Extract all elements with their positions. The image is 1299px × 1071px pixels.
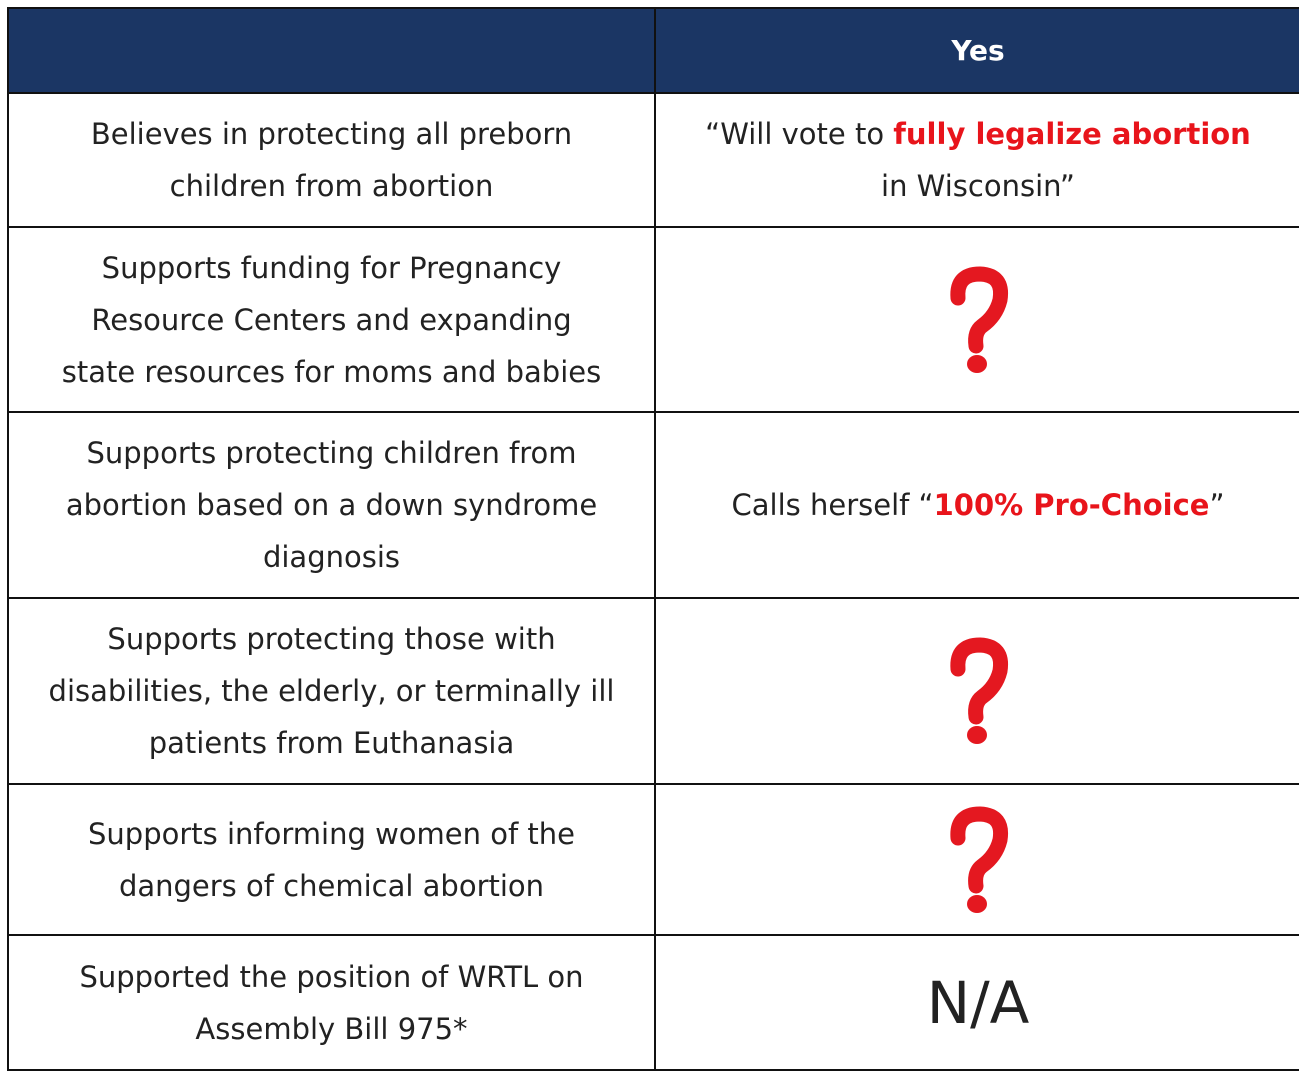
criterion-cell: Supports protecting those with disabiliti… bbox=[7, 597, 656, 785]
answer-text: N/A bbox=[926, 968, 1030, 1037]
criterion-cell: Supports funding for Pregnancy Resource C… bbox=[7, 226, 656, 413]
header-text: Yes bbox=[951, 33, 1005, 67]
criterion-cell: Believes in protecting all preborn childr… bbox=[7, 92, 656, 228]
answer-cell bbox=[654, 783, 1299, 936]
criterion-line: Resource Centers and expanding bbox=[91, 302, 572, 337]
criterion-line: diagnosis bbox=[262, 540, 401, 574]
answer-emphasis: fully legalize abortion bbox=[893, 117, 1251, 151]
answer-line: N/A bbox=[927, 968, 1030, 1038]
criterion-line: disabilities, the elderly, or terminally… bbox=[48, 674, 615, 708]
answer-cell bbox=[654, 597, 1299, 785]
header-cell: Yes bbox=[654, 7, 1299, 94]
answer-line: Calls herself “100% Pro-Choice” bbox=[732, 479, 1225, 531]
answer-cell bbox=[654, 226, 1299, 413]
criterion-line: children from abortion bbox=[169, 169, 494, 203]
criterion-line: Supports funding for Pregnancy bbox=[101, 250, 562, 285]
criterion-line: patients from Euthanasia bbox=[148, 726, 515, 760]
answer-cell: Calls herself “100% Pro-Choice” bbox=[654, 411, 1299, 599]
answer-text: ” bbox=[1209, 488, 1225, 522]
question-icon bbox=[950, 805, 1009, 913]
criterion-line: Assembly Bill 975* bbox=[195, 1011, 468, 1046]
answer-line: “Will vote to fully legalize abortion bbox=[705, 108, 1251, 160]
answer-text: “Will vote to bbox=[705, 117, 894, 151]
criterion-cell: Supports informing women of the dangers o… bbox=[7, 783, 656, 936]
criterion-line: Supports protecting those with bbox=[107, 622, 556, 656]
criterion-line: abortion based on a down syndrome bbox=[65, 488, 598, 522]
criterion-cell: Supports protecting children from abortio… bbox=[7, 411, 656, 599]
criterion-line: dangers of chemical abortion bbox=[118, 868, 545, 903]
criterion-cell: Supported the position of WRTL on Assembl… bbox=[7, 934, 656, 1071]
criterion-line: Believes in protecting all preborn bbox=[90, 117, 573, 151]
answer-text: Calls herself “ bbox=[731, 488, 934, 522]
answer-emphasis: 100% Pro-Choice bbox=[933, 488, 1210, 522]
answer-cell: “Will vote to fully legalize abortion in … bbox=[654, 92, 1299, 228]
criterion-line: Supports protecting children from bbox=[86, 436, 577, 470]
criterion-line: state resources for moms and babies bbox=[61, 354, 602, 389]
question-icon bbox=[950, 265, 1009, 373]
criterion-line: Supports informing women of the bbox=[88, 816, 575, 851]
answer-text: in Wisconsin” bbox=[881, 169, 1075, 203]
criterion-line: Supported the position of WRTL on bbox=[79, 959, 584, 994]
header-cell bbox=[7, 7, 656, 94]
question-icon bbox=[950, 637, 1009, 744]
answer-line: in Wisconsin” bbox=[881, 160, 1075, 212]
answer-cell: N/A bbox=[654, 934, 1299, 1071]
